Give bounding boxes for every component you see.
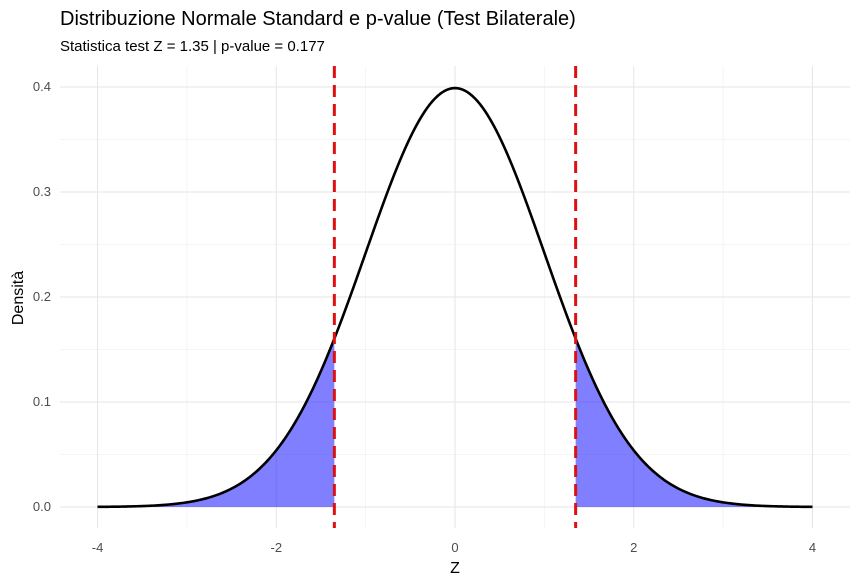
x-tick-label: 0 (451, 540, 458, 555)
right-tail-region (575, 338, 813, 507)
density-curve-group (97, 86, 813, 509)
chart-subtitle: Statistica test Z = 1.35 | p-value = 0.1… (60, 38, 325, 55)
y-tick-label: 0.1 (33, 394, 51, 409)
x-tick-label: 2 (630, 540, 637, 555)
y-tick-label: 0.4 (33, 79, 51, 94)
y-tick-labels: 0.0 0.1 0.2 0.3 0.4 (33, 79, 51, 514)
density-curve (97, 86, 813, 509)
x-tick-label: -2 (270, 540, 282, 555)
p-value-regions (97, 338, 813, 507)
x-tick-label: -4 (92, 540, 104, 555)
x-axis-title: Z (450, 560, 460, 577)
y-axis-title: Densità (10, 271, 27, 325)
y-tick-label: 0.3 (33, 184, 51, 199)
grid-major (60, 66, 850, 528)
critical-lines (332, 66, 578, 528)
y-tick-label: 0.2 (33, 289, 51, 304)
x-tick-labels: -4 -2 0 2 4 (92, 540, 816, 555)
y-tick-label: 0.0 (33, 499, 51, 514)
chart-title: Distribuzione Normale Standard e p-value… (60, 8, 576, 30)
left-tail-region (97, 338, 335, 507)
x-tick-label: 4 (809, 540, 816, 555)
